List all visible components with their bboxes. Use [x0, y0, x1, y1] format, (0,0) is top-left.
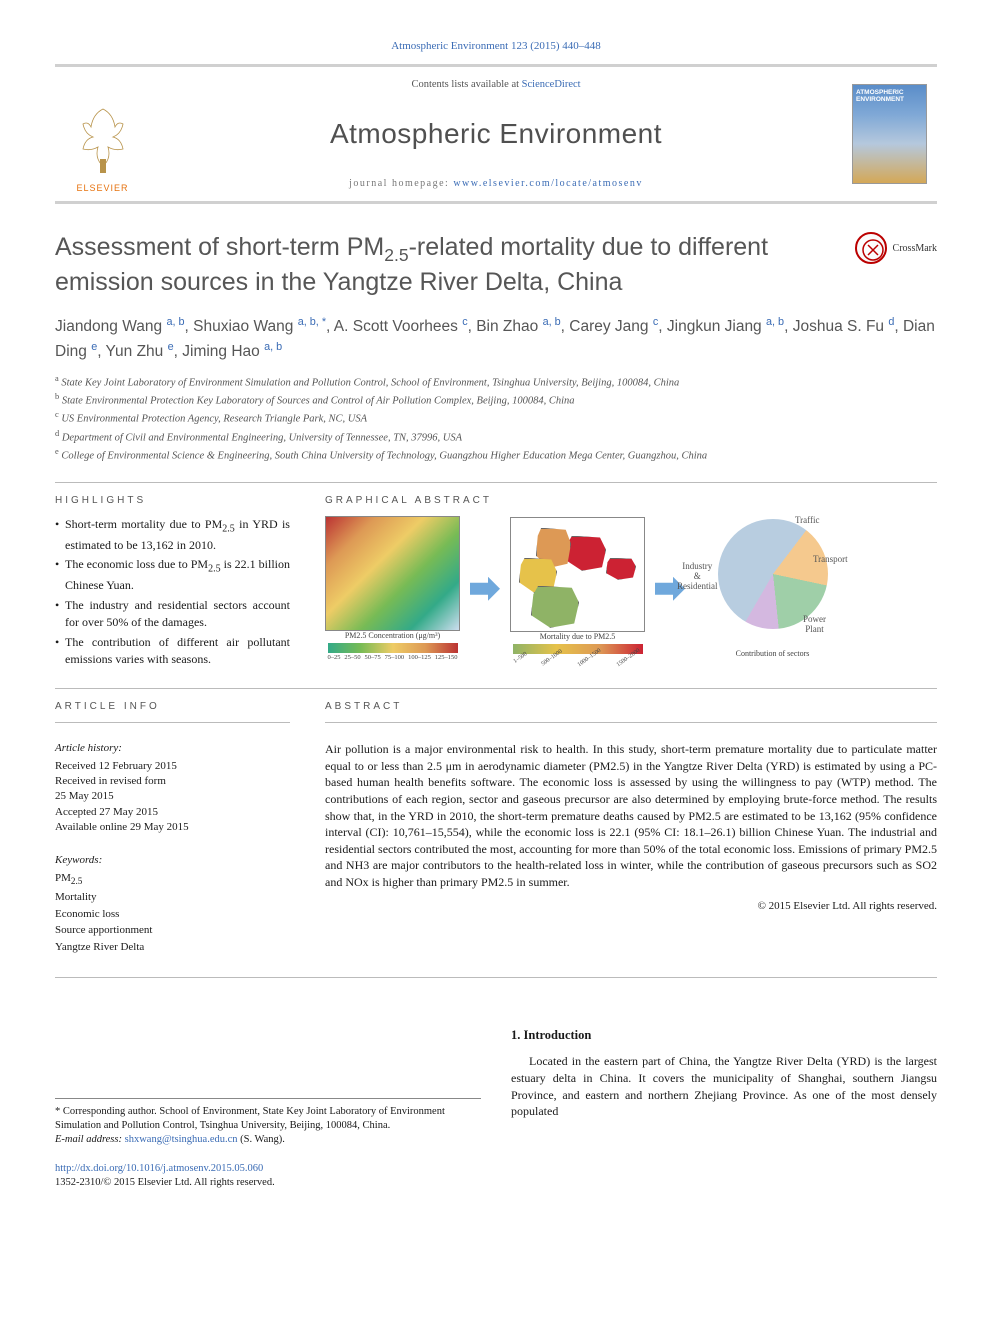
sciencedirect-link[interactable]: ScienceDirect	[522, 79, 581, 90]
abstract-heading: ABSTRACT	[325, 701, 937, 712]
crossmark-icon	[855, 232, 887, 264]
contents-lists-line: Contents lists available at ScienceDirec…	[150, 79, 842, 90]
highlight-item: The economic loss due to PM2.5 is 22.1 b…	[55, 556, 290, 594]
graphical-abstract: PM2.5 Concentration (μg/m³) 0–2525–5050–…	[325, 516, 937, 661]
ga-pie-chart: TrafficTransportPowerPlantIndustry&Resid…	[695, 519, 850, 658]
journal-title: Atmospheric Environment	[150, 118, 842, 150]
crossmark-button[interactable]: CrossMark	[855, 232, 937, 264]
publisher-logo-block: ELSEVIER	[55, 67, 150, 201]
author-email-link[interactable]: shxwang@tsinghua.edu.cn	[125, 1134, 238, 1145]
article-info-heading: ARTICLE INFO	[55, 701, 290, 712]
separator	[55, 977, 937, 978]
separator	[55, 482, 937, 483]
abstract-copyright: © 2015 Elsevier Ltd. All rights reserved…	[325, 900, 937, 912]
introduction-heading: 1. Introduction	[511, 1028, 937, 1043]
highlights-list: Short-term mortality due to PM2.5 in YRD…	[55, 516, 290, 668]
citation-line: Atmospheric Environment 123 (2015) 440–4…	[55, 40, 937, 52]
journal-homepage-line: journal homepage: www.elsevier.com/locat…	[150, 178, 842, 189]
journal-homepage-link[interactable]: www.elsevier.com/locate/atmosenv	[453, 178, 643, 189]
doi-link[interactable]: http://dx.doi.org/10.1016/j.atmosenv.201…	[55, 1162, 481, 1176]
highlight-item: The contribution of different air pollut…	[55, 634, 290, 669]
corresponding-author-footnote: * Corresponding author. School of Enviro…	[55, 1098, 481, 1148]
journal-cover-image: ATMOSPHERIC ENVIRONMENT	[852, 84, 927, 184]
affiliation-list: a State Key Joint Laboratory of Environm…	[55, 373, 937, 464]
journal-header: ELSEVIER Contents lists available at Sci…	[55, 64, 937, 204]
highlight-item: Short-term mortality due to PM2.5 in YRD…	[55, 516, 290, 554]
doi-block: http://dx.doi.org/10.1016/j.atmosenv.201…	[55, 1162, 481, 1190]
publisher-name: ELSEVIER	[73, 183, 133, 193]
elsevier-tree-icon	[73, 99, 133, 179]
article-history: Article history: Received 12 February 20…	[55, 741, 290, 835]
introduction-text: Located in the eastern part of China, th…	[511, 1053, 937, 1120]
article-title: Assessment of short-term PM2.5-related m…	[55, 232, 835, 298]
separator	[55, 688, 937, 689]
ga-mortality-map: Mortality due to PM2.5 1–500500–10001000…	[510, 517, 645, 661]
journal-cover-block: ATMOSPHERIC ENVIRONMENT	[842, 67, 937, 201]
keywords-block: Keywords: PM2.5MortalityEconomic lossSou…	[55, 852, 290, 955]
author-list: Jiandong Wang a, b, Shuxiao Wang a, b, *…	[55, 314, 937, 363]
ga-concentration-map: PM2.5 Concentration (μg/m³) 0–2525–5050–…	[325, 516, 460, 661]
highlight-item: The industry and residential sectors acc…	[55, 597, 290, 632]
abstract-text: Air pollution is a major environmental r…	[325, 741, 937, 890]
arrow-icon	[470, 577, 500, 601]
graphical-abstract-heading: GRAPHICAL ABSTRACT	[325, 495, 937, 506]
highlights-heading: HIGHLIGHTS	[55, 495, 290, 506]
